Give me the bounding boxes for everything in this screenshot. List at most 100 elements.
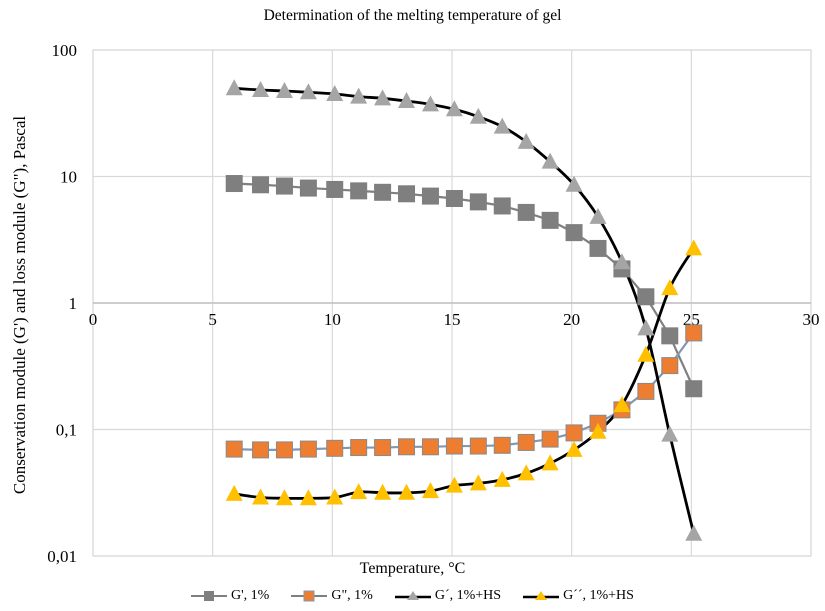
data-point-square xyxy=(637,382,655,400)
data-point-square xyxy=(445,190,463,208)
data-point-triangle xyxy=(326,488,344,505)
data-point-triangle xyxy=(589,207,607,224)
data-point-triangle xyxy=(398,92,416,109)
data-point-triangle xyxy=(225,79,243,96)
legend-item-g-double-prime-hs: G´´, 1%+HS xyxy=(523,588,634,604)
data-point-triangle xyxy=(252,488,270,505)
data-point-square xyxy=(350,439,368,457)
series-lines xyxy=(234,86,696,535)
x-tick-label: 0 xyxy=(89,310,98,329)
data-point-square xyxy=(685,380,703,398)
data-point-square xyxy=(493,436,511,454)
data-point-triangle xyxy=(445,100,463,117)
data-point-triangle xyxy=(326,84,344,101)
data-point-triangle xyxy=(613,396,631,413)
data-point-square xyxy=(252,176,270,194)
data-point-triangle xyxy=(517,464,535,481)
data-point-triangle xyxy=(493,117,511,134)
tick-labels: 0,01 0,1 1 10 100 0 5 10 15 20 25 30 xyxy=(47,41,819,566)
data-point-square xyxy=(637,288,655,306)
data-point-triangle xyxy=(637,319,655,336)
legend-label: G', 1% xyxy=(231,588,270,603)
data-point-square xyxy=(225,440,243,458)
x-tick-label: 30 xyxy=(803,310,820,329)
x-tick-label: 15 xyxy=(444,310,461,329)
data-point-triangle xyxy=(541,152,559,169)
data-point-triangle xyxy=(685,239,703,256)
data-point-triangle xyxy=(517,132,535,149)
data-point-triangle xyxy=(421,95,439,112)
data-point-triangle xyxy=(589,422,607,439)
y-tick-label: 0,1 xyxy=(56,421,77,440)
data-point-triangle xyxy=(469,474,487,491)
legend-item-g-prime-hs: G´, 1%+HS xyxy=(394,588,502,604)
series-line-0 xyxy=(234,182,695,390)
data-point-triangle xyxy=(374,483,392,500)
x-tick-label: 25 xyxy=(683,310,700,329)
data-point-square xyxy=(374,183,392,201)
data-point-triangle xyxy=(421,482,439,499)
legend-label: G", 1% xyxy=(331,588,373,603)
data-point-triangle xyxy=(275,82,293,99)
series-markers xyxy=(225,79,703,541)
legend-label: G´, 1%+HS xyxy=(434,588,502,603)
data-point-square xyxy=(350,182,368,200)
data-point-triangle xyxy=(275,489,293,506)
legend-swatch-triangle-yellow xyxy=(523,591,560,600)
data-point-square xyxy=(565,224,583,242)
data-point-square xyxy=(469,437,487,455)
legend-label: G´´, 1%+HS xyxy=(563,588,634,603)
data-point-square xyxy=(685,324,703,342)
data-point-square xyxy=(398,185,416,203)
data-point-triangle xyxy=(493,470,511,487)
data-point-square xyxy=(421,187,439,205)
data-point-triangle xyxy=(613,253,631,270)
data-point-triangle xyxy=(252,80,270,97)
y-tick-label: 1 xyxy=(69,294,78,313)
data-point-triangle xyxy=(661,279,679,296)
data-point-square xyxy=(661,357,679,375)
x-axis-label: Temperature, °C xyxy=(359,560,466,577)
y-tick-label: 0,01 xyxy=(47,547,77,566)
legend: G', 1% G", 1% G´, 1%+HS G´´, 1%+HS xyxy=(0,588,825,604)
data-point-square xyxy=(225,175,243,193)
x-tick-label: 10 xyxy=(324,310,341,329)
data-point-square xyxy=(299,440,317,458)
y-tick-label: 10 xyxy=(60,168,77,187)
data-point-triangle xyxy=(685,524,703,541)
legend-swatch-square-gray xyxy=(191,591,228,601)
y-tick-label: 100 xyxy=(52,41,78,60)
legend-item-g-prime-1: G', 1% xyxy=(191,588,269,604)
data-point-triangle xyxy=(350,87,368,104)
data-point-square xyxy=(493,197,511,215)
legend-item-g-double-prime-1: G", 1% xyxy=(291,588,373,604)
series-line-3 xyxy=(234,247,695,500)
data-point-square xyxy=(374,439,392,457)
data-point-triangle xyxy=(565,175,583,192)
data-point-square xyxy=(421,438,439,456)
data-point-square xyxy=(469,193,487,211)
data-point-square xyxy=(661,327,679,345)
x-tick-label: 20 xyxy=(563,310,580,329)
data-point-triangle xyxy=(661,425,679,442)
data-point-triangle xyxy=(637,345,655,362)
legend-swatch-triangle-gray xyxy=(394,591,431,600)
data-point-triangle xyxy=(469,107,487,124)
data-point-square xyxy=(565,424,583,442)
series-line-2 xyxy=(234,86,696,535)
data-point-square xyxy=(517,203,535,221)
legend-swatch-square-orange xyxy=(291,590,328,602)
grid xyxy=(92,49,812,557)
data-point-triangle xyxy=(398,483,416,500)
data-point-triangle xyxy=(350,483,368,500)
data-point-square xyxy=(445,437,463,455)
data-point-triangle xyxy=(299,489,317,506)
data-point-square xyxy=(398,438,416,456)
data-point-triangle xyxy=(374,89,392,106)
data-point-square xyxy=(326,439,344,457)
data-point-square xyxy=(541,430,559,448)
data-point-square xyxy=(326,180,344,198)
data-point-square xyxy=(252,441,270,459)
data-point-triangle xyxy=(225,484,243,501)
